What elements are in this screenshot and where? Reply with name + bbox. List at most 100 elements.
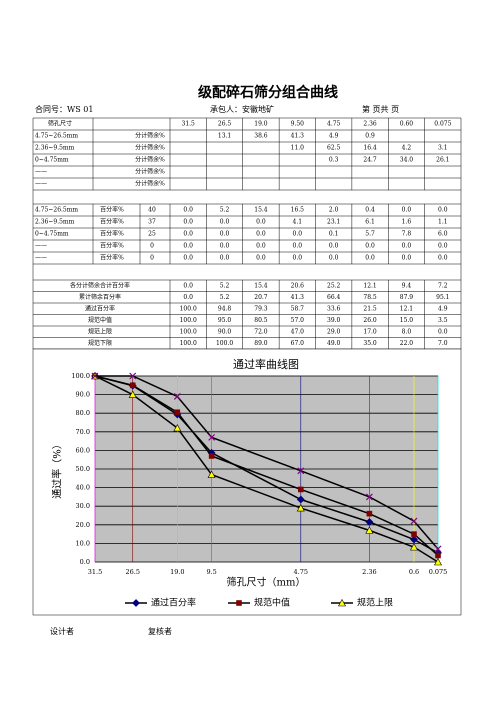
table-cell: 79.3 <box>254 305 268 312</box>
table-cell: 29.0 <box>327 328 341 335</box>
table-cell: 0.0 <box>402 207 412 214</box>
table-cell: 72.0 <box>254 328 268 335</box>
table-cell: 0.0 <box>329 243 339 250</box>
table-cell: 2.0 <box>329 207 339 214</box>
table-cell: 58.7 <box>291 305 305 312</box>
header-cell: 4.75 <box>327 121 341 128</box>
table-cell: 15.4 <box>254 207 268 214</box>
table-cell: 0.0 <box>365 255 375 262</box>
legend-marker <box>337 598 347 607</box>
table-cell: 0.1 <box>329 231 339 238</box>
x-tick-label: 2.36 <box>362 568 376 576</box>
header-cell: 0.60 <box>400 121 414 128</box>
data-point <box>296 503 305 512</box>
table-cell: 0.0 <box>183 207 193 214</box>
table-cell: 5.2 <box>220 294 230 301</box>
table-cell: 0.0 <box>402 243 412 250</box>
series-line <box>94 375 439 557</box>
y-tick-label: 0.0 <box>80 558 90 566</box>
row-label: 4.75~26.5mm <box>35 133 78 140</box>
table-cell: 0.0 <box>402 255 412 262</box>
data-point <box>296 495 305 504</box>
table-cell: 0.0 <box>183 243 193 250</box>
data-point <box>411 531 417 537</box>
table-cell: 22.0 <box>400 340 414 347</box>
data-point <box>174 409 181 416</box>
ratio-cell: 40 <box>148 207 156 214</box>
y-tick-label: 10.0 <box>76 539 90 547</box>
data-point <box>208 433 216 441</box>
table-cell: 41.3 <box>291 133 305 140</box>
table-cell: 33.6 <box>327 305 341 312</box>
row-label: —— <box>35 255 47 262</box>
table-cell: 0.0 <box>438 207 448 214</box>
table-cell: 67.0 <box>291 340 305 347</box>
ratio-cell: 37 <box>148 219 156 226</box>
data-point <box>208 453 215 459</box>
table-cell: 0.4 <box>365 207 375 214</box>
table-cell: 4.2 <box>402 145 412 152</box>
page-number: 第 页共 页 <box>362 104 399 114</box>
row-label: 2.36~9.5mm <box>35 145 75 152</box>
table-cell: 0.0 <box>293 231 303 238</box>
table-cell: 23.1 <box>327 219 340 226</box>
table-cell: 89.0 <box>254 340 268 347</box>
table-cell: 100.0 <box>216 340 233 347</box>
row-label: 累计筛余百分率 <box>79 293 121 301</box>
table-cell: 15.4 <box>254 282 268 289</box>
table-cell: 21.5 <box>363 305 377 312</box>
table-cell: 4.9 <box>329 133 339 140</box>
data-point <box>409 542 418 551</box>
table-cell: 87.9 <box>400 294 414 301</box>
row-kind: 百分率% <box>100 242 124 250</box>
table-cell: 1.1 <box>438 219 448 226</box>
table-cell: 0.0 <box>220 231 230 238</box>
table-cell: 0.0 <box>293 243 303 250</box>
y-tick-label: 30.0 <box>76 502 90 510</box>
y-tick-label: 70.0 <box>76 428 90 436</box>
table-cell: 0.0 <box>220 243 230 250</box>
table-cell: 0.0 <box>256 231 266 238</box>
table-cell: 34.0 <box>400 157 414 164</box>
row-kind: 百分率% <box>100 218 124 226</box>
data-point <box>173 423 182 432</box>
row-label: 0~4.75mm <box>35 157 69 164</box>
row-kind: 百分率% <box>100 254 124 262</box>
y-tick-label: 50.0 <box>76 465 90 473</box>
data-point <box>297 467 305 475</box>
header-cell: 19.0 <box>254 121 268 128</box>
table-cell: 26.1 <box>436 157 449 164</box>
x-tick-label: 4.75 <box>294 568 308 576</box>
data-point <box>434 545 442 553</box>
row-label: —— <box>35 169 47 176</box>
table-cell: 0.0 <box>438 243 448 250</box>
table-cell: 66.4 <box>327 294 341 301</box>
ratio-cell: 0 <box>150 243 154 250</box>
table-cell: 0.0 <box>220 219 230 226</box>
row-label: —— <box>35 243 47 250</box>
row-kind: 百分率% <box>100 230 124 238</box>
row-kind: 分计筛余% <box>135 156 165 164</box>
table-cell: 0.0 <box>220 255 230 262</box>
table-cell: 0.0 <box>256 219 266 226</box>
x-tick-label: 31.5 <box>88 568 102 576</box>
table-cell: 38.6 <box>254 133 268 140</box>
table-cell: 0.0 <box>293 255 303 262</box>
header-cell: 9.50 <box>291 121 305 128</box>
row-label: 规范下限 <box>88 339 112 347</box>
table-cell: 0.0 <box>183 282 193 289</box>
reviewer: 复核者 <box>148 626 172 636</box>
row-kind: 百分率% <box>100 206 124 214</box>
row-kind: 分计筛余% <box>135 144 165 152</box>
row-kind: 分计筛余% <box>135 180 165 188</box>
row-label: —— <box>35 181 47 188</box>
table-cell: 0.0 <box>329 255 339 262</box>
header-cell: 筛孔尺寸 <box>48 120 72 128</box>
header-cell: 2.36 <box>363 121 377 128</box>
table-cell: 6.1 <box>365 219 375 226</box>
chart-title: 通过率曲线图 <box>233 357 299 371</box>
data-point <box>128 390 137 398</box>
data-point <box>365 518 374 526</box>
table-cell: 9.4 <box>402 282 412 289</box>
